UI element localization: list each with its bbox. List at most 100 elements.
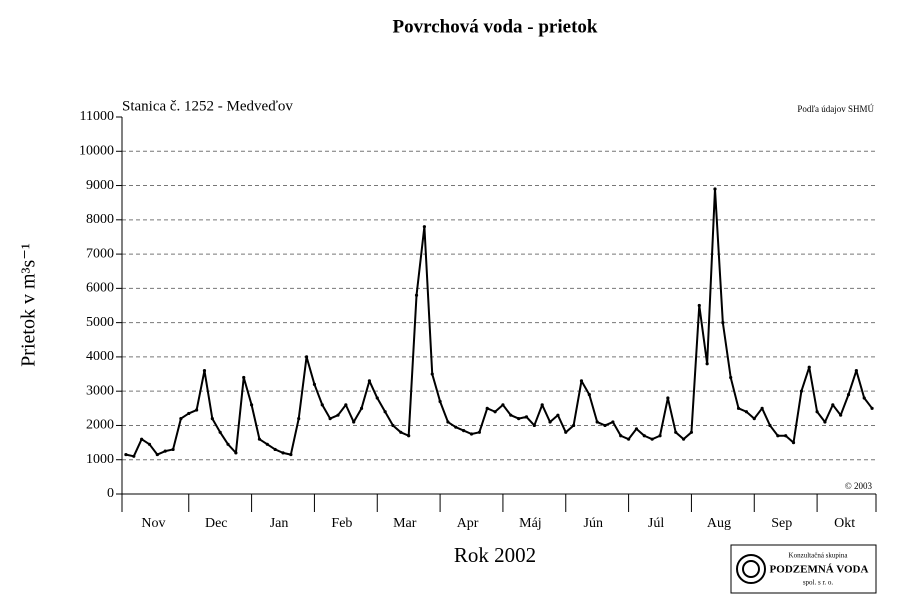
point [414,293,419,297]
y-tick-label: 8000 [86,212,114,227]
point [242,375,246,380]
y-tick-label: 10000 [79,143,114,158]
point [179,417,183,421]
x-tick-label: Aug [707,516,731,531]
point [124,452,128,457]
y-tick-label: 2000 [86,418,114,433]
point [666,396,670,400]
point [210,417,214,421]
point [485,406,489,410]
point [595,420,599,424]
point [674,430,678,434]
source-note: Podľa údajov SHMÚ [797,104,874,114]
point [438,399,442,404]
point [391,423,395,428]
point [462,428,466,433]
x-tick-label: Dec [205,516,228,531]
y-tick-label: 4000 [86,349,114,364]
x-tick-label: Máj [519,516,542,531]
point [469,432,474,436]
point [297,417,301,421]
point [352,420,356,424]
point [147,442,152,446]
point [304,355,309,359]
point [273,447,277,452]
point [807,365,811,369]
copyright: © 2003 [845,481,873,491]
point [155,452,159,457]
point [713,187,717,191]
point [383,410,387,414]
y-tick-label: 3000 [86,383,114,398]
y-tick-label: 0 [107,486,114,501]
logo-text: Konzultačná skupina [789,552,849,560]
logo-text: PODZEMNÁ VODA [770,564,869,576]
point [650,437,654,441]
point [776,434,780,438]
point [524,415,529,419]
point [752,417,756,421]
point [336,413,340,417]
point [784,434,788,438]
point [249,403,254,407]
point [658,434,662,438]
point [132,454,136,458]
point [509,413,513,417]
point [611,420,615,424]
point [760,406,764,410]
point [226,442,230,446]
point [140,437,144,441]
point [839,413,843,417]
point [689,430,694,434]
point [493,410,497,414]
point [289,452,293,457]
y-tick-label: 6000 [86,281,114,296]
point [375,396,379,400]
y-axis-label: Prietok v m³s⁻¹ [18,243,40,367]
logo-icon [742,560,760,578]
point [626,437,631,441]
x-tick-label: Apr [457,516,479,531]
point [697,303,701,308]
y-tick-label: 1000 [86,452,114,467]
x-tick-label: Jún [584,516,603,531]
point [556,413,560,417]
x-tick-label: Mar [393,516,417,531]
point [171,447,175,452]
y-tick-label: 5000 [86,315,114,330]
point [603,423,607,428]
point [572,423,576,428]
x-tick-label: Sep [771,516,792,531]
point [681,437,686,441]
point [187,411,191,416]
point [579,379,584,383]
x-tick-label: Feb [331,516,352,531]
point [532,423,536,428]
point [587,393,591,397]
point [257,437,262,441]
logo: Konzultačná skupina PODZEMNÁ VODA spol. … [730,544,877,594]
x-tick-label: Nov [141,516,165,531]
point [446,420,450,424]
point [202,369,207,373]
point [399,430,403,434]
point [320,403,324,407]
point [195,408,199,412]
point [721,321,725,325]
point [281,451,285,455]
subtitle: Stanica č. 1252 - Medveďov [122,98,293,114]
point [328,417,332,421]
point [854,369,858,373]
y-tick-label: 7000 [86,246,114,261]
point [367,379,372,383]
point [729,375,733,380]
point [430,372,434,376]
chart-title: Povrchová voda - prietok [393,16,598,37]
point [768,423,772,428]
x-tick-label: Okt [834,516,855,531]
point [477,430,481,434]
point [454,425,458,429]
x-tick-label: Júl [648,516,664,531]
point [540,403,544,407]
